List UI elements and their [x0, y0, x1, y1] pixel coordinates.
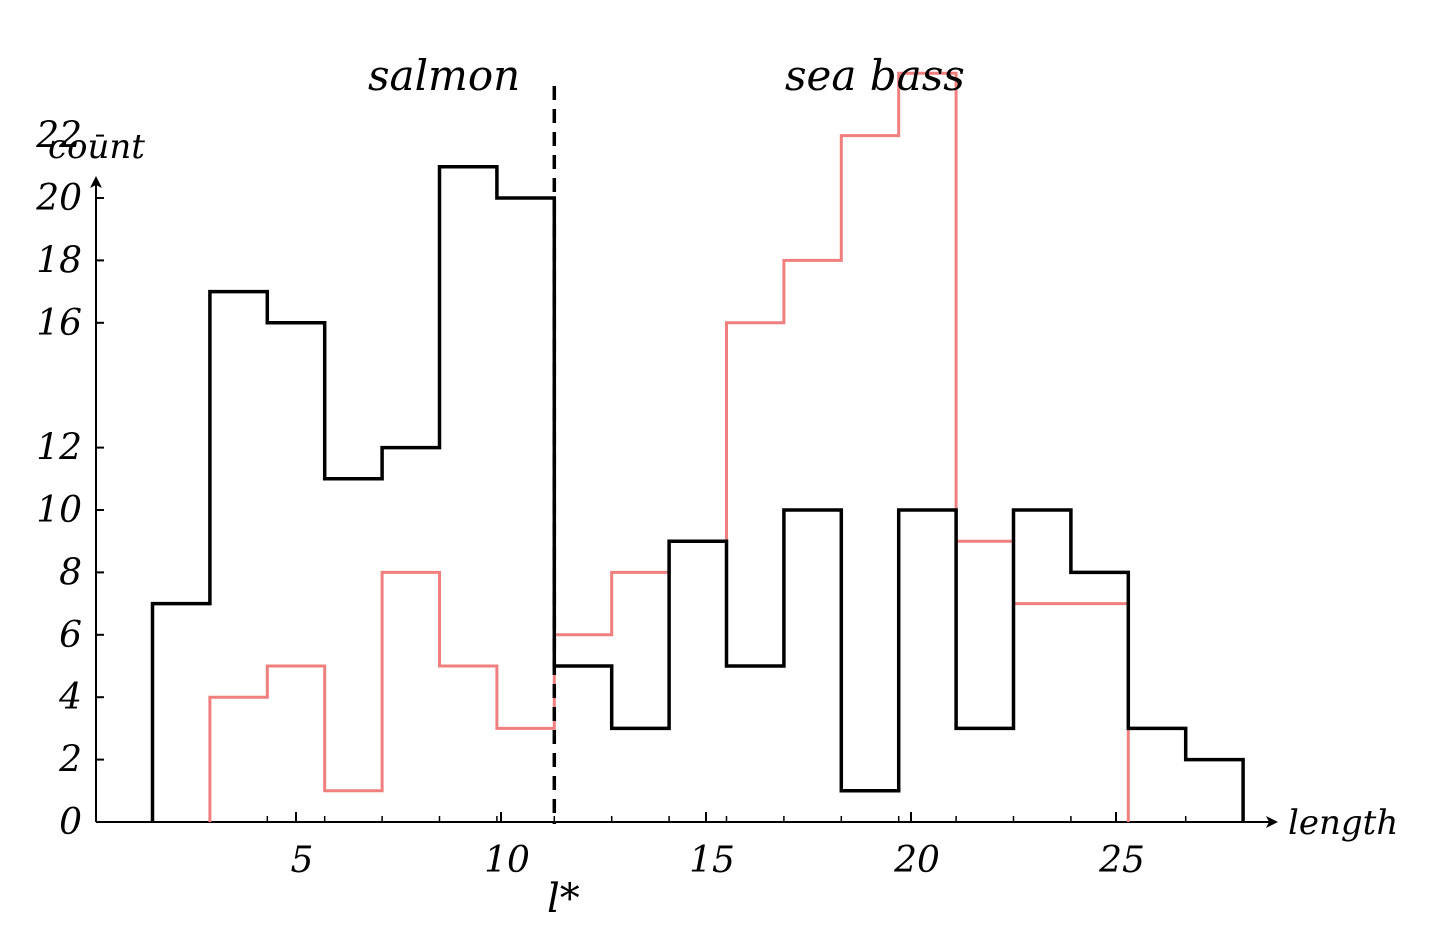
x-tick-label: 10: [484, 840, 530, 881]
x-tick-label: 15: [689, 840, 735, 881]
series-layer: [150, 71, 1245, 822]
x-tick-label: 5: [291, 840, 314, 881]
axes: 5 10 15 20 25 0 2 4 6 8 10 12 16 18 20 22: [35, 116, 1278, 881]
y-axis-label: count: [48, 127, 145, 167]
series-label-salmon: salmon: [368, 51, 520, 100]
x-axis-label: length: [1288, 803, 1398, 843]
series-label-sea-bass: sea bass: [785, 51, 965, 100]
y-tick-label: 10: [36, 490, 82, 531]
y-tick-label: 20: [35, 178, 82, 219]
y-tick-label: 16: [36, 303, 82, 344]
y-tick-label: 2: [58, 740, 82, 781]
y-tick-label: 6: [59, 615, 82, 656]
y-tick-label: 22: [35, 116, 82, 157]
x-tick-label: 20: [893, 840, 940, 881]
series-salmon: [150, 165, 1245, 822]
x-tick-label: 25: [1098, 840, 1145, 881]
y-tick-label: 12: [36, 428, 82, 469]
y-tick-label: 8: [59, 552, 82, 593]
y-tick-label: 18: [36, 240, 82, 281]
y-tick-label: 4: [58, 677, 82, 718]
y-tick-label: 0: [59, 802, 82, 843]
threshold-label: l*: [547, 876, 580, 922]
